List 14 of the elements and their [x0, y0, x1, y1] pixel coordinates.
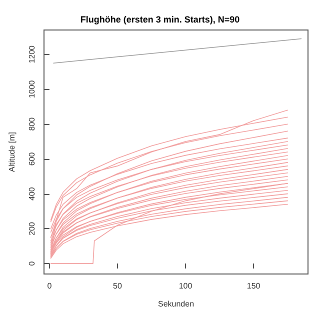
y-axis-title: Altitude [m] — [8, 132, 16, 172]
y-tick-label: 200 — [28, 221, 36, 236]
y-tick-label: 800 — [28, 116, 36, 131]
x-tick-label: 50 — [113, 282, 122, 290]
x-axis-title: Sekunden — [158, 300, 194, 308]
chart-title: Flughöhe (ersten 3 min. Starts), N=90 — [80, 14, 240, 24]
x-tick-label: 100 — [178, 282, 193, 290]
y-tick-label: 0 — [28, 260, 36, 266]
x-tick-label: 150 — [246, 282, 261, 290]
y-tick-label: 600 — [28, 152, 36, 166]
y-tick-label: 1200 — [28, 44, 36, 64]
y-tick-label: 400 — [28, 186, 36, 201]
x-tick-label: 0 — [47, 282, 52, 290]
y-tick-label: 1000 — [28, 80, 36, 98]
